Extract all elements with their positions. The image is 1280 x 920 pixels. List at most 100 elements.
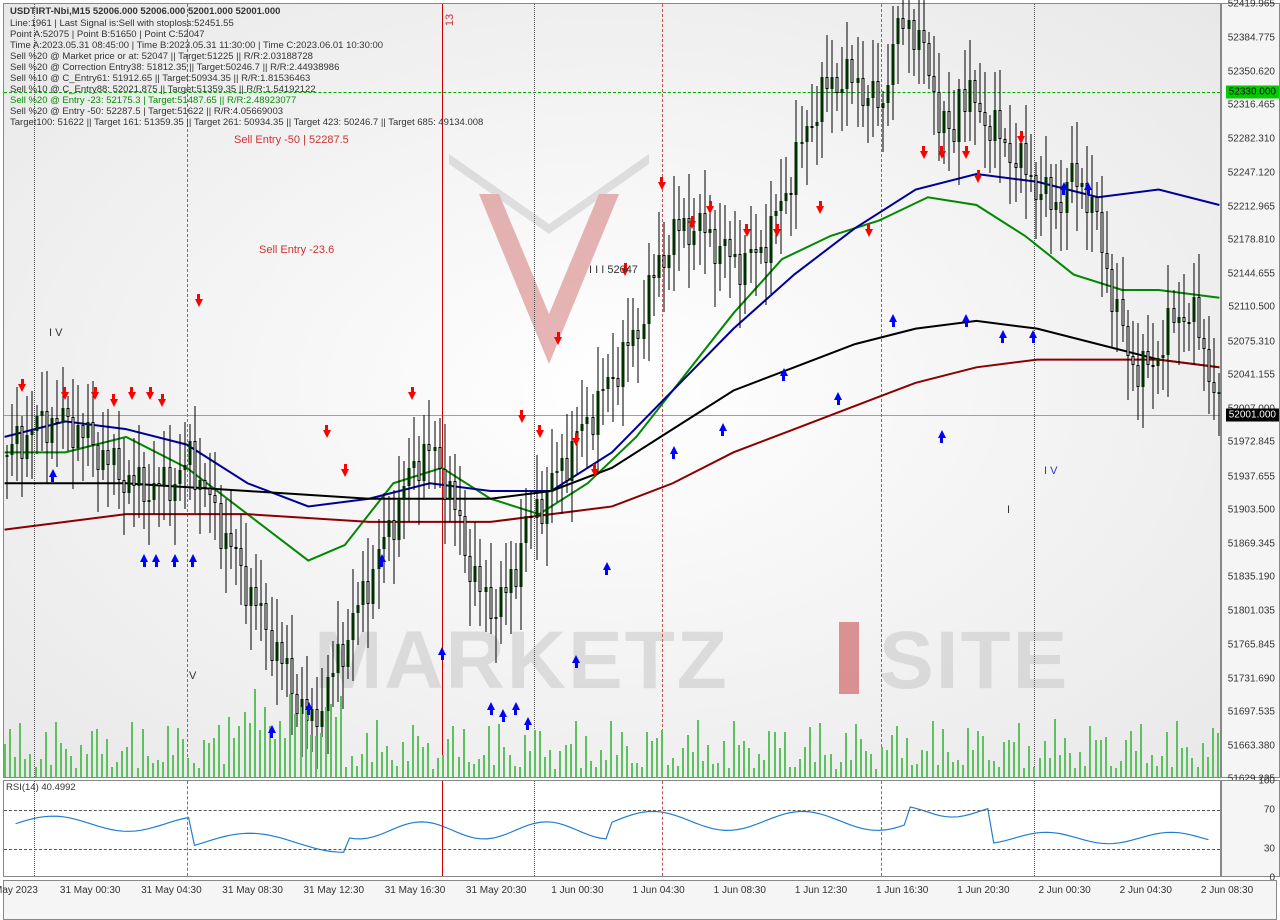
volume-bar: [177, 728, 179, 777]
volume-bar: [982, 736, 984, 777]
volume-bar: [1089, 726, 1091, 777]
volume-bar: [1212, 728, 1214, 777]
volume-bar: [305, 709, 307, 777]
volume-bar: [916, 764, 918, 777]
volume-bar: [233, 738, 235, 777]
volume-bar: [473, 764, 475, 777]
volume-bar: [891, 735, 893, 777]
chart-text-label: I V: [49, 327, 62, 339]
buy-arrow-icon: [305, 702, 313, 710]
volume-bar: [1059, 755, 1061, 777]
volume-bar: [488, 726, 490, 777]
price-chart[interactable]: MARKETZ SITE Sell Entry -50 | 52287.5Sel…: [3, 3, 1221, 778]
rsi-vline: [34, 781, 35, 876]
sell-arrow-icon: [128, 392, 136, 400]
volume-bar: [585, 736, 587, 777]
volume-bar: [29, 754, 31, 777]
x-axis-label: 31 May 04:30: [141, 885, 202, 896]
sell-arrow-icon: [816, 206, 824, 214]
sell-arrow-icon: [18, 384, 26, 392]
volume-bar: [672, 758, 674, 777]
sell-arrow-icon: [974, 175, 982, 183]
volume-bar: [514, 766, 516, 777]
volume-bar: [921, 750, 923, 777]
volume-bar: [942, 729, 944, 777]
volume-bar: [1151, 755, 1153, 777]
chart-text-label: Sell Entry -23.6: [259, 244, 334, 256]
rsi-y-label: 30: [1264, 843, 1275, 854]
volume-bar: [4, 744, 6, 777]
buy-arrow-icon: [719, 423, 727, 431]
volume-bar: [937, 765, 939, 777]
volume-bar: [407, 761, 409, 777]
x-axis-label: 1 Jun 12:30: [795, 885, 847, 896]
volume-bar: [906, 738, 908, 777]
sell-arrow-icon: [938, 151, 946, 159]
volume-bar: [1171, 767, 1173, 777]
y-axis-label: 52350.620: [1228, 66, 1275, 77]
volume-bar: [707, 745, 709, 777]
volume-bar: [9, 729, 11, 777]
y-axis-label: 51663.380: [1228, 740, 1275, 751]
y-axis-label: 51801.035: [1228, 605, 1275, 616]
sell-arrow-icon: [61, 392, 69, 400]
y-axis-label: 52178.810: [1228, 235, 1275, 246]
volume-bar: [121, 751, 123, 777]
volume-bar: [1146, 763, 1148, 777]
volume-bar: [947, 752, 949, 777]
volume-bar: [870, 754, 872, 777]
y-axis-label: 52419.965: [1228, 0, 1275, 10]
volume-bar: [733, 721, 735, 777]
volume-bar: [75, 768, 77, 777]
sell-arrow-icon: [536, 430, 544, 438]
volume-bar: [447, 739, 449, 777]
volume-bar: [386, 746, 388, 777]
sell-arrow-icon: [962, 151, 970, 159]
sell-arrow-icon: [688, 221, 696, 229]
volume-bar: [366, 733, 368, 777]
volume-bar: [80, 745, 82, 777]
volume-bar: [738, 745, 740, 777]
volume-bar: [875, 769, 877, 777]
volume-bar: [850, 760, 852, 777]
rsi-vline: [881, 781, 882, 876]
y-axis-label: 51765.845: [1228, 640, 1275, 651]
rsi-panel[interactable]: RSI(14) 40.4992: [3, 780, 1221, 877]
volume-bar: [794, 767, 796, 777]
info-line: Sell %20 @ Entry -23: 52175.3 | Target:5…: [10, 95, 296, 106]
rsi-axis: 10070300: [1221, 780, 1280, 877]
volume-bar: [712, 764, 714, 777]
volume-bar: [35, 767, 37, 777]
sell-arrow-icon: [1017, 136, 1025, 144]
volume-bar: [1176, 721, 1178, 777]
volume-bar: [595, 767, 597, 777]
sell-arrow-icon: [706, 206, 714, 214]
volume-bar: [972, 750, 974, 777]
x-axis-label: 31 May 20:30: [466, 885, 527, 896]
volume-bar: [213, 738, 215, 777]
volume-bar: [1074, 768, 1076, 777]
volume-bar: [677, 766, 679, 777]
volume-bar: [126, 747, 128, 777]
volume-bar: [860, 739, 862, 777]
sell-arrow-icon: [195, 299, 203, 307]
y-axis-label: 51937.655: [1228, 471, 1275, 482]
volume-bar: [274, 739, 276, 777]
volume-bar: [391, 760, 393, 777]
y-axis-label: 52110.500: [1228, 302, 1275, 313]
x-axis-label: 30 May 2023: [0, 885, 38, 896]
y-axis-label: 52212.965: [1228, 201, 1275, 212]
buy-arrow-icon: [938, 430, 946, 438]
volume-bar: [896, 726, 898, 777]
sell-arrow-icon: [920, 151, 928, 159]
volume-bar: [549, 750, 551, 777]
volume-bar: [616, 755, 618, 777]
chart-text-label: I: [1007, 504, 1010, 516]
volume-bar: [70, 756, 72, 777]
volume-bar: [779, 748, 781, 777]
buy-arrow-icon: [189, 554, 197, 562]
volume-bar: [570, 744, 572, 777]
volume-bar: [300, 707, 302, 777]
volume-bar: [962, 765, 964, 777]
volume-bar: [152, 763, 154, 777]
